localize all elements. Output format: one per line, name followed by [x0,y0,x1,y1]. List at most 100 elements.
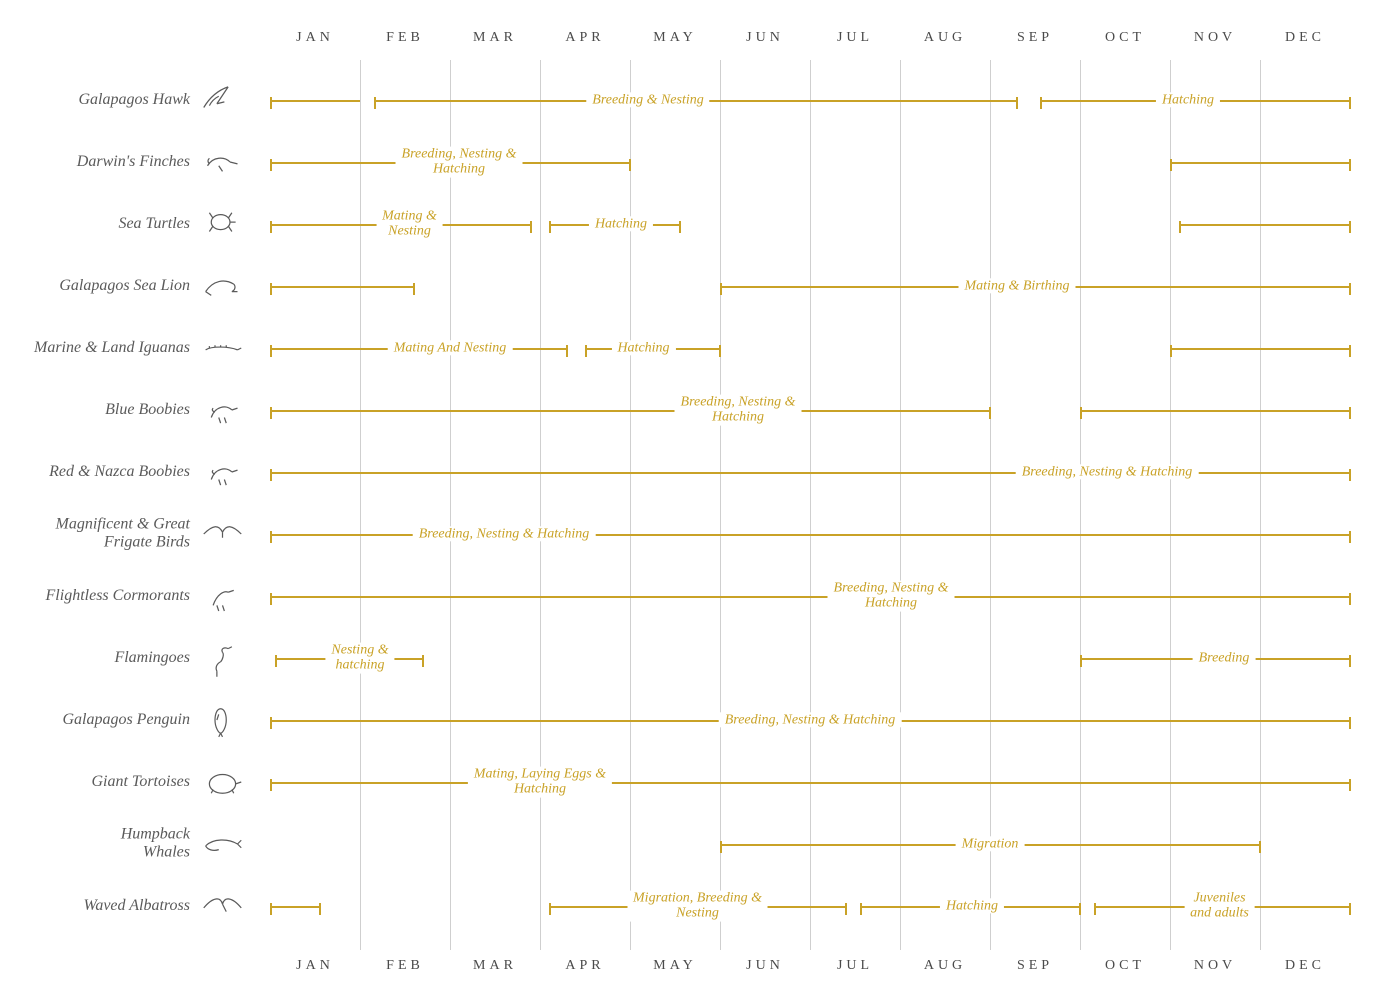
bar-cap [1349,903,1351,915]
bar-cap [1080,655,1082,667]
segment-label: Mating & Birthing [959,278,1076,293]
gridline [1260,60,1261,950]
species-label: Sea Turtles [0,215,190,233]
timeline-bar [270,596,765,598]
bar-cap [566,345,568,357]
bar-cap [1349,531,1351,543]
segment-label: Nesting &hatching [325,643,394,674]
month-label-bottom-apr: APR [565,958,604,974]
gridline [1080,60,1081,950]
bar-cap [1179,221,1181,233]
species-label: Blue Boobies [0,401,190,419]
bar-cap [1349,407,1351,419]
species-label: Red & Nazca Boobies [0,463,190,481]
segment-label: Hatching [940,898,1004,913]
bar-cap [270,469,272,481]
bar-cap [719,345,721,357]
bar-cap [720,283,722,295]
month-label-top-mar: MAR [473,30,517,46]
bar-cap [270,407,272,419]
bar-cap [270,345,272,357]
booby-icon [200,452,245,492]
tortoise-icon [200,762,245,802]
bar-cap [845,903,847,915]
month-label-top-jun: JUN [746,30,784,46]
segment-label: Breeding, Nesting & Hatching [719,712,902,727]
species-label: Flamingoes [0,649,190,667]
iguana-icon [200,328,245,368]
bar-cap [270,97,272,109]
bar-cap [270,779,272,791]
bar-cap [413,283,415,295]
month-label-bottom-nov: NOV [1194,958,1236,974]
timeline-bar [1170,348,1350,350]
timeline-bar [270,100,360,102]
segment-label: Migration, Breeding &Nesting [627,891,768,922]
timeline-bar [270,410,990,412]
bar-cap [270,903,272,915]
segment-label: Breeding & Nesting [586,92,709,107]
month-label-top-jul: JUL [837,30,873,46]
bar-cap [422,655,424,667]
bar-cap [1349,97,1351,109]
month-label-bottom-aug: AUG [924,958,966,974]
bar-cap [629,159,631,171]
wildlife-calendar-chart: JANJANFEBFEBMARMARAPRAPRMAYMAYJUNJUNJULJ… [0,0,1400,1000]
month-label-top-sep: SEP [1017,30,1053,46]
month-label-bottom-jan: JAN [296,958,334,974]
month-label-bottom-jun: JUN [746,958,784,974]
month-label-top-may: MAY [653,30,696,46]
month-label-bottom-feb: FEB [386,958,424,974]
segment-label: Breeding, Nesting &Hatching [396,147,523,178]
species-label: Magnificent & GreatFrigate Birds [0,516,190,553]
species-label: Flightless Cormorants [0,587,190,605]
month-label-bottom-may: MAY [653,958,696,974]
gridline [720,60,721,950]
bar-cap [270,531,272,543]
timeline-bar [270,286,414,288]
bar-cap [1349,717,1351,729]
bar-cap [270,159,272,171]
species-label: Giant Tortoises [0,773,190,791]
bar-cap [549,221,551,233]
month-label-top-jan: JAN [296,30,334,46]
species-label: Galapagos Sea Lion [0,277,190,295]
timeline-bar [270,906,320,908]
bar-cap [270,593,272,605]
bar-cap [1259,841,1261,853]
segment-label: Hatching [589,216,653,231]
bar-cap [530,221,532,233]
frigate-icon [200,514,245,554]
bar-cap [275,655,277,667]
gridline [810,60,811,950]
segment-label: Juvenilesand adults [1184,891,1255,922]
bar-cap [1094,903,1096,915]
segment-label: Breeding, Nesting & Hatching [1016,464,1199,479]
bar-cap [1040,97,1042,109]
timeline-bar [270,782,1350,784]
timeline-bar [990,596,1350,598]
bar-cap [1349,345,1351,357]
bar-cap [1349,221,1351,233]
segment-label: Mating And Nesting [388,340,513,355]
bar-cap [1349,593,1351,605]
timeline-bar [1179,224,1350,226]
bar-cap [1349,159,1351,171]
bar-cap [720,841,722,853]
bar-cap [1349,779,1351,791]
month-label-bottom-jul: JUL [837,958,873,974]
sealion-icon [200,266,245,306]
bar-cap [1349,469,1351,481]
segment-label: Hatching [1156,92,1220,107]
segment-label: Hatching [611,340,675,355]
month-label-top-feb: FEB [386,30,424,46]
bar-cap [270,717,272,729]
turtle-icon [200,204,245,244]
month-label-bottom-mar: MAR [473,958,517,974]
bar-cap [1349,655,1351,667]
bar-cap [1170,345,1172,357]
month-label-bottom-sep: SEP [1017,958,1053,974]
segment-label: Breeding, Nesting &Hatching [675,395,802,426]
gridline [540,60,541,950]
bar-cap [374,97,376,109]
